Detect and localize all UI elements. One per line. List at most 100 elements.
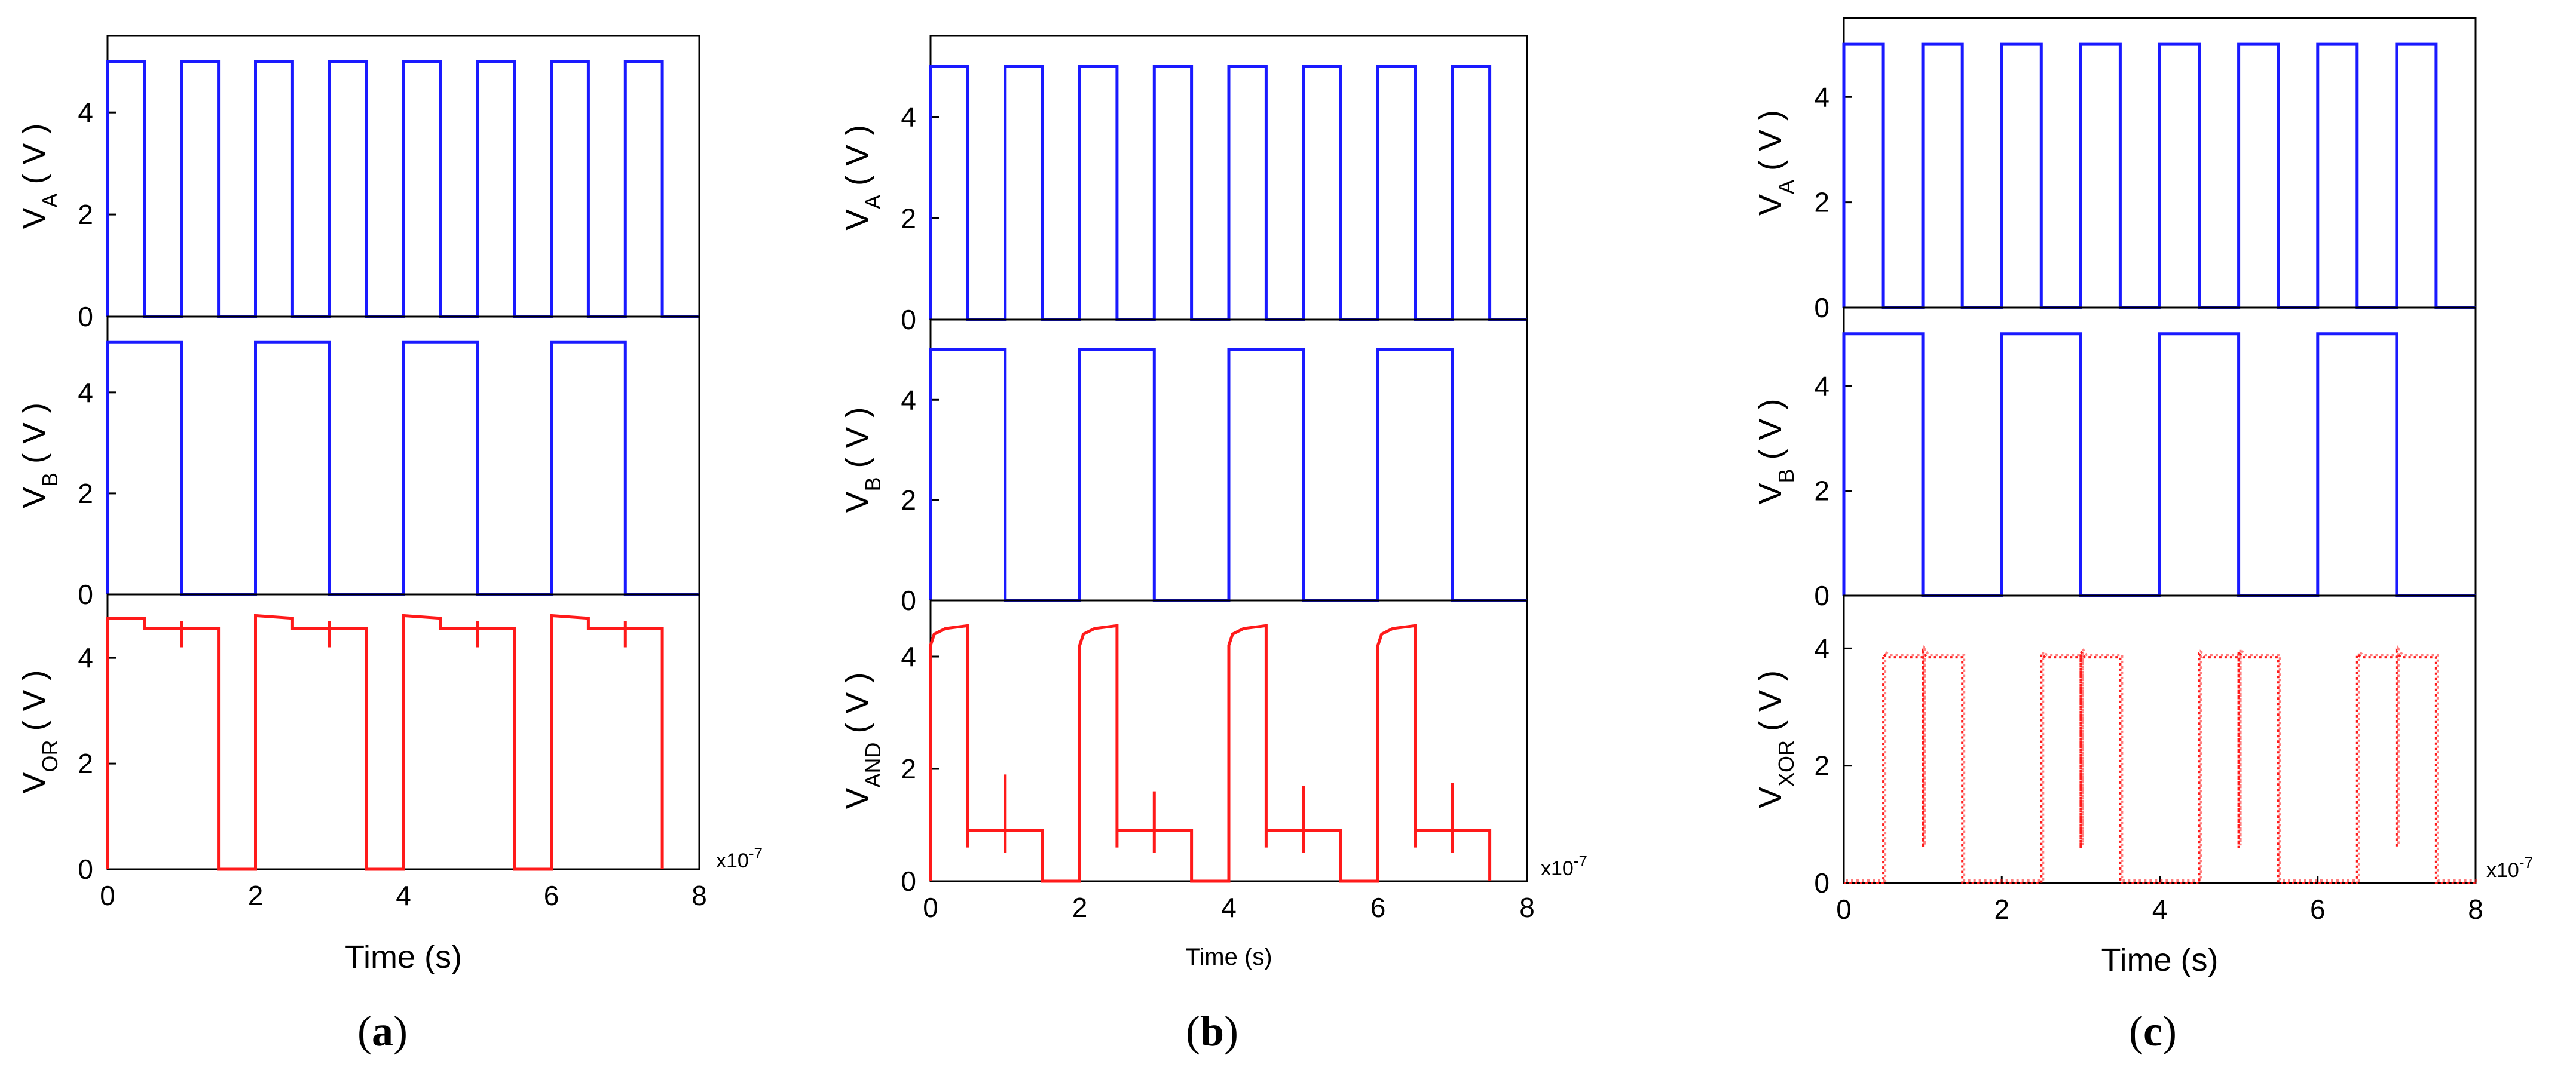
x-tick-label: 2	[248, 880, 264, 911]
x-axis-multiplier: x10-7	[2486, 854, 2533, 882]
series-line-input	[1842, 42, 2476, 309]
x-axis-multiplier: x10-7	[1541, 852, 1587, 880]
y-axis-label: VOR ( V )	[16, 670, 62, 793]
x-axis-multiplier-exp: -7	[1574, 852, 1587, 870]
caption-open: (	[2129, 1007, 2143, 1055]
y-axis-label-main: V	[1752, 787, 1788, 808]
y-tick-label: 4	[1814, 81, 1829, 112]
subplot-or: 0 2 4 VOR ( V )	[16, 593, 700, 885]
y-axis-label-unit: ( V )	[839, 672, 875, 742]
series-line-input	[106, 340, 699, 596]
series-line-output	[1844, 647, 2476, 884]
x-axis-multiplier-exp: -7	[749, 844, 763, 862]
x-axis-multiplier-exp: -7	[2519, 854, 2533, 872]
y-axis-label-sub: A	[1774, 180, 1798, 194]
y-axis-label-sub: OR	[38, 740, 62, 772]
subplot-b: 0 2 4 VB ( V )	[16, 315, 700, 610]
panel-caption: (b)	[1186, 1007, 1238, 1055]
x-axis-multiplier: x10-7	[716, 844, 763, 872]
x-tick-label: 8	[692, 880, 707, 911]
y-axis-label-unit: ( V )	[1752, 670, 1788, 740]
y-axis-label: VB ( V )	[839, 407, 885, 513]
x-tick-label: 4	[396, 880, 411, 911]
x-axis-multiplier-base: x10	[716, 850, 749, 872]
y-axis-label: VB ( V )	[1752, 398, 1798, 504]
y-axis-label-unit: ( V )	[1752, 110, 1788, 180]
y-axis-label-unit: ( V )	[839, 407, 875, 477]
series-line-output	[929, 624, 1492, 883]
subplot-a: 0 2 4 VA ( V )	[1752, 17, 2477, 323]
caption-letter: a	[372, 1007, 393, 1055]
x-axis-label: Time (s)	[345, 939, 462, 975]
y-axis-label-sub: A	[861, 195, 885, 209]
y-tick-label: 0	[1814, 292, 1829, 323]
y-tick-label: 4	[901, 384, 916, 415]
y-axis-label-sub: AND	[861, 742, 885, 787]
y-axis-label-main: V	[839, 209, 875, 231]
caption-close: )	[2162, 1007, 2177, 1055]
y-tick-label: 0	[1814, 580, 1829, 611]
y-tick-label: 2	[901, 203, 916, 234]
y-tick-label: 2	[1814, 187, 1829, 218]
x-tick-label: 8	[1519, 892, 1535, 923]
x-axis-multiplier-base: x10	[2486, 859, 2519, 882]
x-tick-label: 8	[2468, 894, 2483, 925]
series-line-input	[1842, 332, 2476, 597]
y-tick-label: 4	[1814, 370, 1829, 401]
y-axis-label-main: V	[16, 772, 52, 793]
x-tick-label: 0	[100, 880, 115, 911]
subplot-xor: 0 2 4 VXOR ( V )	[1752, 594, 2477, 899]
x-axis-multiplier-base: x10	[1541, 857, 1574, 880]
y-tick-label: 2	[901, 753, 916, 784]
subplot-and: 0 2 4 VAND ( V )	[839, 599, 1528, 897]
series-line-input	[106, 60, 699, 318]
y-axis-label-main: V	[839, 491, 875, 513]
x-axis-label: Time (s)	[2101, 942, 2219, 978]
y-axis-label-main: V	[1752, 194, 1788, 216]
y-tick-label: 2	[1814, 476, 1829, 507]
x-tick-label: 2	[1072, 892, 1088, 923]
y-tick-label: 2	[901, 485, 916, 516]
x-tick-label: 6	[2310, 894, 2326, 925]
y-axis-label-sub: B	[1774, 468, 1798, 483]
y-axis-label-unit: ( V )	[16, 670, 52, 740]
y-tick-label: 4	[901, 102, 916, 133]
subplot-b: 0 2 4 VB ( V )	[1752, 306, 2477, 611]
x-tick-label: 2	[1994, 894, 2009, 925]
y-axis-label: VXOR ( V )	[1752, 670, 1798, 808]
y-axis-label: VA ( V )	[1752, 110, 1798, 216]
y-axis-label-main: V	[839, 787, 875, 809]
y-axis-label: VA ( V )	[839, 125, 885, 231]
series-line-output	[106, 614, 664, 871]
x-tick-label: 0	[1836, 894, 1852, 925]
y-tick-label: 4	[78, 97, 93, 128]
y-axis-label-unit: ( V )	[16, 403, 52, 473]
y-tick-label: 0	[901, 585, 916, 616]
y-axis-label-sub: B	[38, 473, 62, 487]
y-tick-label: 2	[78, 748, 93, 779]
caption-letter: b	[1200, 1007, 1224, 1055]
y-tick-label: 0	[78, 854, 93, 885]
y-axis-label-sub: B	[861, 477, 885, 491]
y-tick-label: 4	[78, 377, 93, 408]
y-axis-label: VA ( V )	[16, 123, 62, 229]
caption-close: )	[393, 1007, 408, 1055]
caption-close: )	[1224, 1007, 1238, 1055]
x-tick-label: 6	[1370, 892, 1386, 923]
y-tick-label: 0	[901, 866, 916, 897]
subplot-b: 0 2 4 VB ( V )	[839, 318, 1528, 616]
series-line-input	[929, 65, 1527, 321]
panel-caption: (a)	[357, 1007, 408, 1055]
y-tick-label: 2	[1814, 750, 1829, 781]
y-tick-label: 0	[78, 579, 93, 610]
x-tick-label: 6	[544, 880, 559, 911]
y-tick-label: 0	[901, 304, 916, 335]
y-axis-label: VAND ( V )	[839, 672, 885, 809]
y-tick-label: 2	[78, 478, 93, 509]
caption-open: (	[357, 1007, 372, 1055]
panel-caption: (c)	[2129, 1007, 2177, 1055]
subplot-frame	[1843, 594, 2477, 884]
